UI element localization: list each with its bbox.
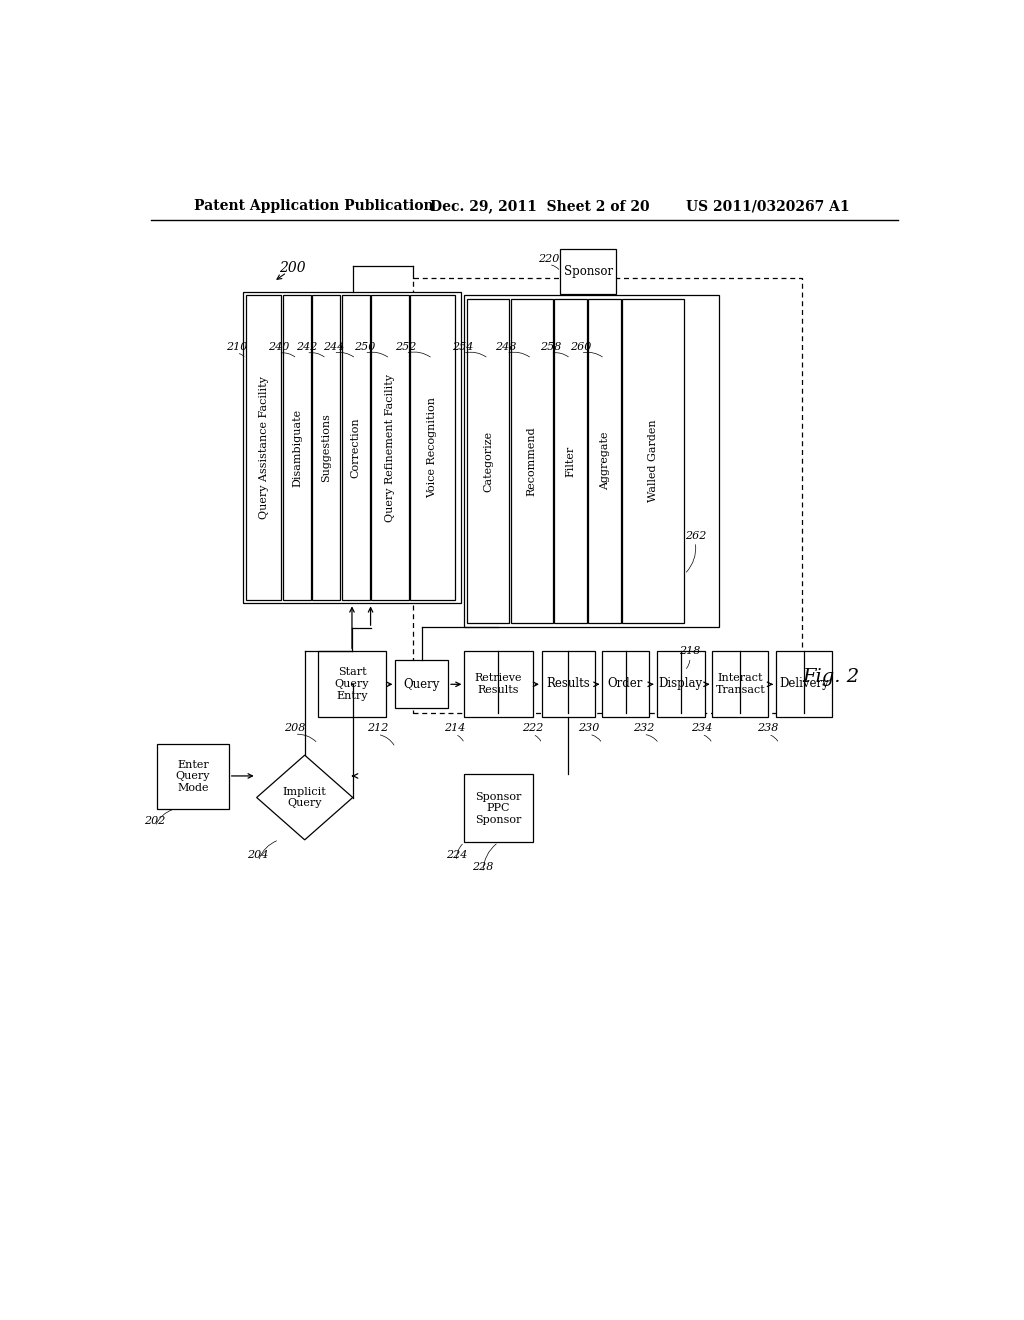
Bar xyxy=(776,651,831,717)
Text: Filter: Filter xyxy=(565,445,575,477)
Bar xyxy=(464,296,719,627)
Text: Order: Order xyxy=(608,677,643,690)
Text: 248: 248 xyxy=(496,342,517,352)
Text: Fig. 2: Fig. 2 xyxy=(802,668,859,686)
Bar xyxy=(158,743,228,809)
Text: Disambiguate: Disambiguate xyxy=(292,408,302,487)
Text: 230: 230 xyxy=(579,723,600,733)
Text: Categorize: Categorize xyxy=(483,430,494,491)
Text: Start
Query
Entry: Start Query Entry xyxy=(335,668,370,701)
Bar xyxy=(317,651,386,717)
Bar xyxy=(542,651,595,717)
Bar xyxy=(623,300,684,623)
Bar xyxy=(467,300,509,623)
Text: Query Assistance Facility: Query Assistance Facility xyxy=(259,376,268,519)
Text: Display: Display xyxy=(658,677,702,690)
Bar xyxy=(283,296,311,599)
Bar xyxy=(243,292,461,603)
Text: 220: 220 xyxy=(539,253,559,264)
Bar xyxy=(554,300,587,623)
Polygon shape xyxy=(257,755,352,840)
Text: Results: Results xyxy=(547,677,590,690)
Text: 238: 238 xyxy=(758,723,779,733)
Text: Voice Recognition: Voice Recognition xyxy=(428,397,437,498)
Bar xyxy=(395,660,449,708)
Text: 212: 212 xyxy=(367,723,388,733)
Text: 208: 208 xyxy=(284,723,305,733)
Text: 214: 214 xyxy=(444,723,466,733)
Text: 252: 252 xyxy=(395,342,416,352)
Text: 200: 200 xyxy=(280,261,306,276)
Text: 224: 224 xyxy=(445,850,467,861)
Text: Sponsor
PPC
Sponsor: Sponsor PPC Sponsor xyxy=(475,792,521,825)
Bar xyxy=(602,651,649,717)
Text: Delivery: Delivery xyxy=(779,677,828,690)
Text: 262: 262 xyxy=(685,531,706,541)
Bar xyxy=(414,277,802,713)
Text: 204: 204 xyxy=(248,850,269,861)
Bar xyxy=(656,651,705,717)
Text: 244: 244 xyxy=(323,342,344,352)
Text: 260: 260 xyxy=(570,342,591,352)
Text: 210: 210 xyxy=(226,342,247,352)
Bar xyxy=(312,296,340,599)
Text: Interact
Transact: Interact Transact xyxy=(716,673,765,694)
Bar xyxy=(372,296,409,599)
Text: 234: 234 xyxy=(691,723,712,733)
Text: Retrieve
Results: Retrieve Results xyxy=(475,673,522,694)
Bar xyxy=(511,300,553,623)
Text: Dec. 29, 2011  Sheet 2 of 20: Dec. 29, 2011 Sheet 2 of 20 xyxy=(430,199,650,213)
Text: 242: 242 xyxy=(296,342,317,352)
Text: 218: 218 xyxy=(679,647,700,656)
Bar xyxy=(713,651,768,717)
Text: Patent Application Publication: Patent Application Publication xyxy=(194,199,433,213)
Text: Enter
Query
Mode: Enter Query Mode xyxy=(176,760,210,793)
Text: Recommend: Recommend xyxy=(526,426,537,496)
Text: 250: 250 xyxy=(353,342,375,352)
Text: 222: 222 xyxy=(522,723,544,733)
Text: Implicit
Query: Implicit Query xyxy=(283,787,327,808)
Text: Walled Garden: Walled Garden xyxy=(648,420,658,503)
Bar xyxy=(589,300,621,623)
Text: Correction: Correction xyxy=(351,417,360,478)
Text: Query: Query xyxy=(403,677,440,690)
Text: 228: 228 xyxy=(472,862,494,871)
Bar xyxy=(410,296,455,599)
Bar xyxy=(560,249,616,294)
Bar xyxy=(464,651,532,717)
Text: Aggregate: Aggregate xyxy=(600,432,609,490)
Bar xyxy=(342,296,370,599)
Text: 232: 232 xyxy=(633,723,654,733)
Bar xyxy=(246,296,282,599)
Bar xyxy=(464,775,532,842)
Text: 254: 254 xyxy=(453,342,473,352)
Text: Suggestions: Suggestions xyxy=(322,413,332,482)
Text: 202: 202 xyxy=(144,816,166,825)
Text: Sponsor: Sponsor xyxy=(564,265,613,279)
Text: Query Refinement Facility: Query Refinement Facility xyxy=(385,374,395,521)
Text: US 2011/0320267 A1: US 2011/0320267 A1 xyxy=(686,199,850,213)
Text: 258: 258 xyxy=(540,342,561,352)
Text: 240: 240 xyxy=(267,342,289,352)
